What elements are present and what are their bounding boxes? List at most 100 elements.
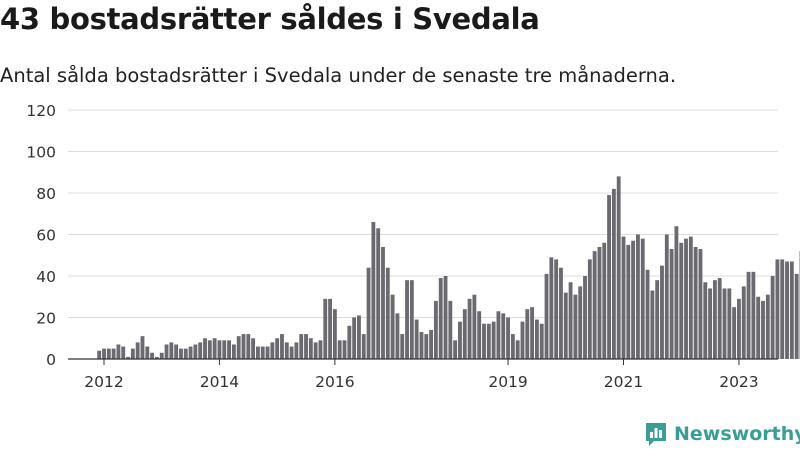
bar xyxy=(688,236,693,359)
x-tick-label: 2016 xyxy=(315,373,354,391)
bar xyxy=(313,342,318,359)
bar xyxy=(289,346,294,359)
bar xyxy=(462,309,467,359)
bar-chart: 0204060801001202012201420162019202120232… xyxy=(26,102,800,391)
bar xyxy=(472,294,477,359)
bar xyxy=(308,338,313,359)
bar xyxy=(722,288,727,359)
bar xyxy=(217,340,222,359)
bar xyxy=(169,342,174,359)
bar xyxy=(111,348,116,360)
bar xyxy=(626,244,631,360)
bar xyxy=(727,288,732,359)
newsworthy-logo-icon xyxy=(646,423,666,446)
bar xyxy=(563,292,568,359)
bar xyxy=(669,249,674,359)
bar xyxy=(376,228,381,359)
bar xyxy=(130,348,135,360)
bar xyxy=(443,276,448,359)
bar xyxy=(405,280,409,359)
bar xyxy=(414,319,419,359)
bar xyxy=(304,334,308,359)
bar xyxy=(751,271,756,359)
bar xyxy=(352,317,357,359)
bar xyxy=(765,294,770,359)
bar xyxy=(409,280,414,359)
bar xyxy=(544,273,549,359)
bar xyxy=(708,288,713,359)
bar xyxy=(756,296,761,359)
bar xyxy=(385,267,390,359)
bar xyxy=(785,261,789,359)
bar xyxy=(496,311,501,359)
bar xyxy=(433,300,438,359)
bar xyxy=(717,278,722,359)
bar xyxy=(789,261,794,359)
bar xyxy=(357,315,361,359)
bar xyxy=(150,352,155,359)
bar xyxy=(761,300,765,359)
bar xyxy=(241,334,246,359)
bar xyxy=(698,249,703,359)
bar xyxy=(660,265,664,360)
bar xyxy=(515,340,520,359)
bar xyxy=(510,334,515,359)
bar xyxy=(299,334,304,359)
y-tick-label: 80 xyxy=(36,185,56,203)
bar xyxy=(640,238,645,359)
bar xyxy=(347,325,352,359)
bar xyxy=(154,356,159,359)
bar xyxy=(203,338,207,359)
bar xyxy=(231,344,236,359)
bar xyxy=(597,246,602,359)
bar xyxy=(602,242,607,359)
bar xyxy=(140,336,145,359)
bar xyxy=(126,356,130,359)
bar xyxy=(179,348,183,360)
bar xyxy=(371,222,376,359)
bar xyxy=(227,340,231,359)
bar xyxy=(212,338,217,359)
bar xyxy=(453,340,458,359)
bar xyxy=(102,348,106,360)
x-tick-label: 2012 xyxy=(84,373,123,391)
bar xyxy=(106,348,111,360)
bar xyxy=(260,346,265,359)
bar xyxy=(159,352,164,359)
bar xyxy=(684,238,688,359)
y-tick-label: 20 xyxy=(36,310,56,328)
bar xyxy=(679,242,684,359)
bar xyxy=(284,342,289,359)
y-tick-label: 120 xyxy=(26,102,56,120)
bar xyxy=(424,334,429,359)
bar xyxy=(337,340,342,359)
newsworthy-logo: Newsworthy xyxy=(644,420,800,448)
bar xyxy=(506,317,510,359)
bar xyxy=(549,257,554,359)
bar xyxy=(621,236,626,359)
bar xyxy=(198,342,203,359)
bar xyxy=(183,348,188,360)
y-tick-label: 0 xyxy=(46,351,56,369)
bar xyxy=(145,346,150,359)
bar xyxy=(400,334,405,359)
bar xyxy=(121,346,126,359)
bar xyxy=(592,251,597,359)
bar xyxy=(501,313,506,359)
x-tick-label: 2021 xyxy=(604,373,643,391)
bar xyxy=(429,329,434,359)
bar xyxy=(467,298,472,359)
bar xyxy=(780,259,785,359)
bar xyxy=(534,319,539,359)
bar xyxy=(236,336,241,359)
bar xyxy=(578,286,583,360)
bar xyxy=(280,334,284,359)
chart-subtitle: Antal sålda bostadsrätter i Svedala unde… xyxy=(0,64,677,87)
bar xyxy=(631,240,636,359)
bar xyxy=(712,280,717,359)
bar xyxy=(174,344,179,359)
bar xyxy=(294,342,299,359)
bar xyxy=(207,340,212,359)
bar xyxy=(188,346,193,359)
bar xyxy=(438,278,443,359)
